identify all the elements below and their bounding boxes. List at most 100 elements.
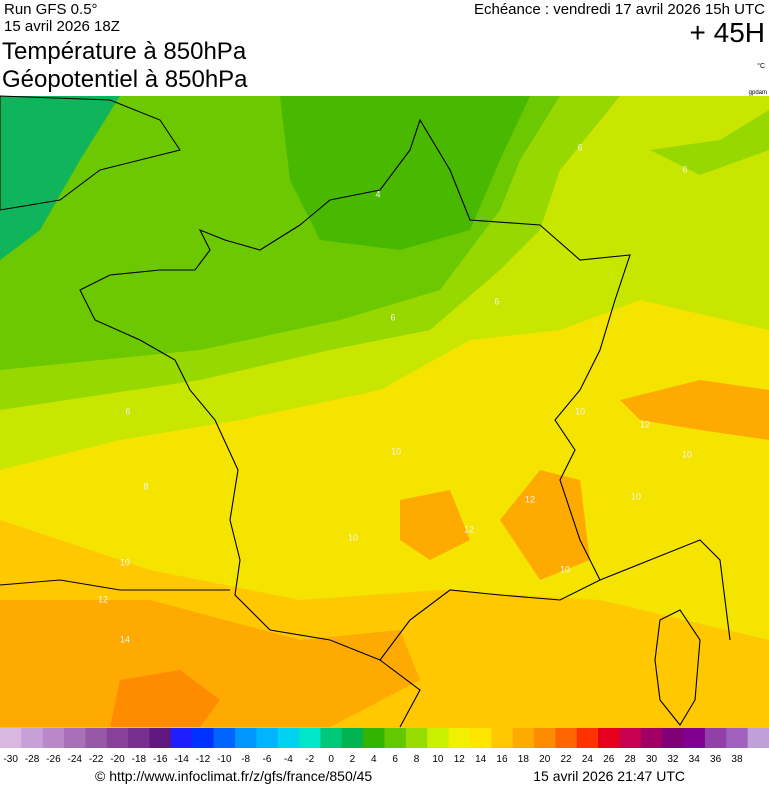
scale-swatch: [598, 728, 620, 748]
scale-swatch: [341, 728, 364, 748]
lead-time: + 45H: [690, 17, 766, 48]
scale-label: -4: [284, 754, 293, 765]
band: [650, 96, 769, 175]
contour-label: 14: [120, 634, 130, 644]
scale-label: 10: [432, 754, 444, 765]
contour-label: 10: [560, 564, 570, 574]
scale-label: 32: [667, 754, 679, 765]
run: Run GFS 0.5°: [4, 1, 98, 18]
scale-label: 24: [582, 754, 594, 765]
forecast: Echéance : vendredi 17 avril 2026 15h UT…: [474, 1, 765, 18]
scale-label: 0: [328, 754, 334, 765]
scale-label: 22: [561, 754, 573, 765]
scale-swatch: [704, 728, 727, 748]
scale-swatch: [320, 728, 343, 748]
scale-label: -26: [46, 754, 61, 765]
scale-label: -20: [110, 754, 125, 765]
scale-label: -24: [68, 754, 83, 765]
france-border: [79, 118, 631, 661]
scale-swatch: [0, 728, 22, 748]
scale-swatch: [192, 728, 215, 748]
scale-label: -18: [132, 754, 147, 765]
band: [500, 470, 590, 580]
scale-swatch: [576, 728, 599, 748]
scale-swatch: [619, 728, 642, 748]
contour-labels: 4 6 6 6 6 6 8 10 12 10 10 12 10 10 12 10 12 14 10: [98, 142, 692, 644]
scale-swatch: [21, 728, 44, 748]
scale-swatch: [662, 728, 685, 748]
scale-label: -28: [25, 754, 40, 765]
scale-label: 38: [731, 754, 743, 765]
scale-swatch: [726, 728, 749, 748]
scale-swatch: [256, 728, 279, 748]
scale-swatch: [363, 728, 385, 748]
scale-label: -30: [3, 754, 18, 765]
contour-label: 12: [640, 419, 650, 429]
scale-swatch: [555, 728, 578, 748]
scale-swatch: [170, 728, 193, 748]
scale-label: -12: [196, 754, 211, 765]
subtitle: Géopotentiel à 850hPa: [2, 66, 248, 93]
scale-swatch: [534, 728, 556, 748]
band: [280, 96, 530, 250]
band: [620, 380, 769, 440]
contour-label: 12: [525, 494, 535, 504]
credit: gpdam: [749, 90, 767, 96]
band: [0, 96, 120, 260]
scale-label: 34: [689, 754, 701, 765]
contour-label: 6: [390, 312, 395, 322]
scale-swatch: [384, 728, 407, 748]
contour-label: 12: [98, 594, 108, 604]
scale-label: 6: [392, 754, 398, 765]
run-date: 15 avril 2026 18Z: [4, 18, 120, 35]
contour-label: 12: [464, 524, 474, 534]
contour-label: 6: [682, 164, 687, 174]
scale-swatch: [469, 728, 492, 748]
contour-label: 8: [143, 481, 148, 491]
scale-label: -22: [89, 754, 104, 765]
scale-swatch: [42, 728, 65, 748]
band: [400, 490, 470, 560]
contour-label: 6: [577, 142, 582, 152]
band: [110, 670, 220, 727]
color-scale: -30 -28 -26 -24 -22 -20 -18 -16 -14 -12 -10 -8 -6 -4-…: [0, 728, 769, 765]
scale-label: -16: [153, 754, 168, 765]
contour-label: 4: [375, 189, 380, 199]
scale-label: 28: [625, 754, 637, 765]
coast: [0, 539, 731, 641]
scale-swatch: [106, 728, 129, 748]
unit: °C: [757, 62, 765, 70]
scale-swatch: [405, 728, 428, 748]
scale-swatch: [448, 728, 471, 748]
scale-label: 14: [475, 754, 487, 765]
contour-label: 6: [125, 406, 130, 416]
scale-label: 12: [454, 754, 466, 765]
scale-swatch: [299, 728, 321, 748]
contour-label: 10: [631, 491, 641, 501]
scale-swatch: [491, 728, 514, 748]
scale-swatch: [213, 728, 236, 748]
title: Température à 850hPa: [2, 38, 247, 65]
scale-swatch: [128, 728, 151, 748]
scale-swatch: [747, 728, 769, 748]
band: [0, 600, 420, 727]
url: © http://www.infoclimat.fr/z/gfs/france/…: [95, 768, 372, 784]
scale-swatch: [683, 728, 706, 748]
scale-label: -14: [174, 754, 189, 765]
scale-label: -6: [263, 754, 272, 765]
contour-label: 6: [494, 296, 499, 306]
scale-swatch: [640, 728, 663, 748]
map: [0, 95, 769, 728]
scale-label: 2: [350, 754, 356, 765]
contour-label: 10: [391, 446, 401, 456]
scale-label: 4: [371, 754, 377, 765]
scale-label: 18: [518, 754, 530, 765]
scale-label: 30: [646, 754, 658, 765]
scale-label: -10: [217, 754, 232, 765]
contour-label: 10: [348, 532, 358, 542]
scale-label: -2: [305, 754, 314, 765]
scale-swatch: [427, 728, 450, 748]
scale-label: 26: [603, 754, 615, 765]
timestamp: 15 avril 2026 21:47 UTC: [533, 768, 685, 784]
contour-label: 10: [575, 406, 585, 416]
